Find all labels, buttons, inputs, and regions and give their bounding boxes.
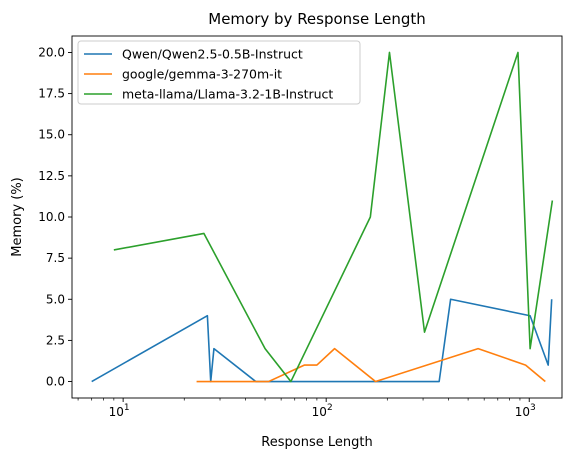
x-tick-label: 101 bbox=[109, 403, 130, 419]
x-tick-label: 103 bbox=[515, 403, 536, 419]
chart-title: Memory by Response Length bbox=[208, 10, 426, 28]
series-line-2 bbox=[113, 51, 554, 383]
x-tick-label: 102 bbox=[312, 403, 333, 419]
legend-label-1: google/gemma-3-270m-it bbox=[122, 67, 282, 82]
series-lines bbox=[91, 51, 554, 383]
y-tick-label: 12.5 bbox=[38, 169, 65, 183]
legend-label-2: meta-llama/Llama-3.2-1B-Instruct bbox=[122, 87, 333, 102]
y-tick-label: 5.0 bbox=[46, 292, 65, 306]
y-tick-label: 2.5 bbox=[46, 333, 65, 347]
y-axis-ticks: 0.0 2.5 5.0 7.5 10.0 12.5 15.0 17.5 20.0 bbox=[38, 45, 72, 389]
y-tick-label: 20.0 bbox=[38, 45, 65, 59]
y-tick-label: 0.0 bbox=[46, 375, 65, 389]
x-axis-ticks: 101 102 103 bbox=[77, 398, 536, 419]
y-tick-label: 10.0 bbox=[38, 210, 65, 224]
legend-box bbox=[77, 40, 361, 105]
x-axis-label: Response Length bbox=[261, 435, 372, 450]
series-line-1 bbox=[196, 347, 546, 383]
y-axis-label: Memory (%) bbox=[10, 177, 25, 257]
legend: Qwen/Qwen2.5-0.5B-Instruct google/gemma-3… bbox=[77, 40, 361, 105]
y-tick-label: 17.5 bbox=[38, 87, 65, 101]
y-tick-label: 7.5 bbox=[46, 251, 65, 265]
legend-label-0: Qwen/Qwen2.5-0.5B-Instruct bbox=[122, 47, 303, 62]
y-tick-label: 15.0 bbox=[38, 128, 65, 142]
